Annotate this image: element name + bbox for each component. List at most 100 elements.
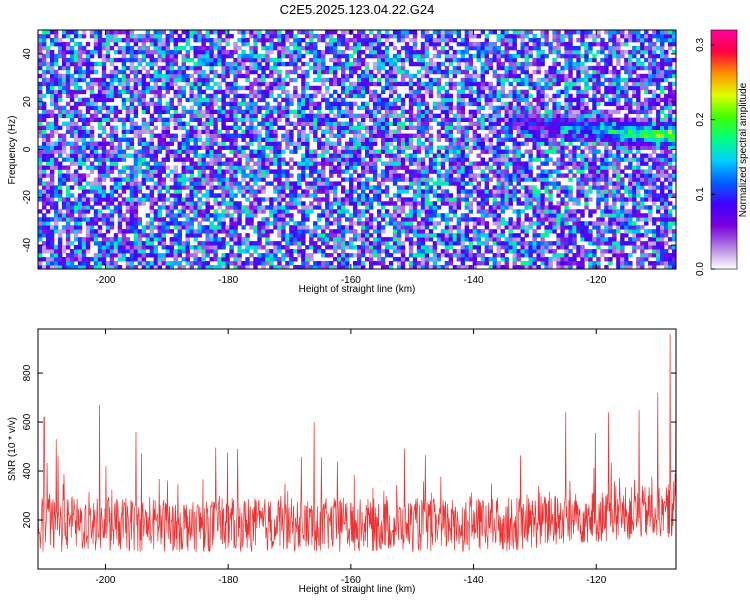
spectrogram-cell (221, 169, 226, 174)
spectrogram-cell (105, 201, 111, 206)
spectrogram-cell (444, 157, 450, 162)
spectrogram-cell (476, 109, 482, 115)
spectrogram-cell (129, 129, 135, 134)
spectrogram-cell (213, 169, 218, 174)
spectrogram-cell (169, 69, 174, 75)
spectrogram-cell (225, 65, 230, 71)
spectrogram-cell (396, 141, 402, 146)
spectrogram-cell (464, 137, 470, 142)
spectrogram-cell (65, 237, 71, 242)
spectrogram-cell (301, 109, 306, 115)
spectrogram-cell (285, 133, 290, 138)
spectrogram-cell (408, 225, 414, 230)
spectrogram-cell (205, 109, 210, 115)
spectrogram-cell (205, 181, 210, 186)
spectrogram-cell (281, 245, 286, 250)
spectrogram-cell (117, 169, 123, 174)
spectrogram-cell (265, 105, 270, 111)
spectrogram-cell (384, 61, 390, 67)
spectrogram-cell (213, 73, 218, 79)
spectrogram-cell (81, 117, 87, 123)
spectrogram-cell (129, 97, 135, 103)
spectrogram-cell (372, 65, 378, 71)
spectrogram-cell (201, 181, 206, 186)
spectrogram-cell (38, 165, 43, 170)
spectrogram-cell (460, 233, 466, 238)
spectrogram-cell (476, 189, 482, 194)
spectrogram-cell (384, 173, 390, 178)
spectrogram-cell (456, 249, 462, 254)
spectrogram-cell (209, 141, 214, 146)
spectrogram-cell (321, 65, 326, 71)
spectrogram-cell (345, 193, 350, 198)
spectrogram-cell (392, 101, 398, 107)
spectrogram-cell (105, 149, 111, 154)
spectrogram-cell (149, 33, 155, 39)
spectrogram-cell (109, 241, 115, 246)
spectrogram-cell (468, 61, 474, 67)
spectrogram-cell (420, 109, 426, 115)
spectrogram-cell (153, 209, 159, 214)
spectrogram-cell (460, 113, 466, 119)
spectrogram-cell (101, 117, 107, 123)
spectrogram-cell (357, 133, 362, 138)
spectrogram-cell (93, 61, 99, 67)
spectrogram-cell (249, 117, 254, 123)
spectrogram-cell (448, 93, 454, 99)
spectrogram-cell (392, 57, 398, 63)
spectrogram-cell (380, 249, 386, 254)
spectrogram-cell (309, 237, 314, 242)
spectrogram-cell (125, 117, 131, 123)
spectrogram-cell (137, 37, 143, 43)
spectrogram-cell (396, 209, 402, 214)
spectrogram-cell (376, 261, 382, 266)
spectrogram-cell (325, 77, 330, 83)
spectrogram-cell (404, 145, 410, 150)
spectrogram-cell (372, 249, 378, 254)
spectrogram-cell (201, 153, 206, 158)
spectrogram-cell (185, 141, 190, 146)
spectrogram-cell (41, 189, 47, 194)
spectrogram-cell (65, 233, 71, 238)
spectrogram-cell (129, 193, 135, 198)
spectrogram-cell (269, 73, 274, 79)
spectrogram-cell (476, 125, 482, 130)
spectrogram-cell (129, 49, 135, 55)
spectrogram-cell (476, 161, 482, 166)
spectrogram-cell (460, 101, 466, 107)
spectrogram-cell (129, 33, 135, 39)
spectrogram-cell (205, 141, 210, 146)
spectrogram-cell (109, 117, 115, 123)
spectrogram-cell (209, 97, 214, 103)
spectrogram-cell (49, 197, 55, 202)
spectrogram-cell (353, 229, 358, 234)
spectrogram-cell (460, 265, 466, 269)
spectrogram-cell (277, 181, 282, 186)
spectrogram-cell (217, 261, 222, 266)
spectrogram-cell (149, 113, 155, 119)
spectrogram-cell (217, 237, 222, 242)
spectrogram-cell (197, 65, 202, 71)
spectrogram-cell (305, 189, 310, 194)
spectrogram-cell (357, 233, 362, 238)
spectrogram-cell (81, 97, 87, 103)
spectrogram-cell (205, 33, 210, 39)
spectrogram-cell (337, 201, 342, 206)
spectrogram-cell (221, 229, 226, 234)
spectrogram-cell (281, 205, 286, 210)
spectrogram-cell (281, 37, 286, 43)
spectrogram-cell (109, 261, 115, 266)
spectrogram-cell (444, 153, 450, 158)
spectrogram-cell (113, 197, 119, 202)
spectrogram-cell (285, 245, 290, 250)
spectrogram-cell (137, 33, 143, 39)
spectrogram-cell (253, 169, 258, 174)
spectrogram-cell (317, 77, 322, 83)
spectrogram-cell (161, 197, 166, 202)
spectrogram-cell (225, 93, 230, 99)
spectrogram-cell (416, 237, 422, 242)
spectrogram-cell (317, 117, 322, 123)
spectrogram-cell (265, 249, 270, 254)
spectrogram-cell (249, 97, 254, 103)
spectrogram-cell (372, 121, 378, 126)
